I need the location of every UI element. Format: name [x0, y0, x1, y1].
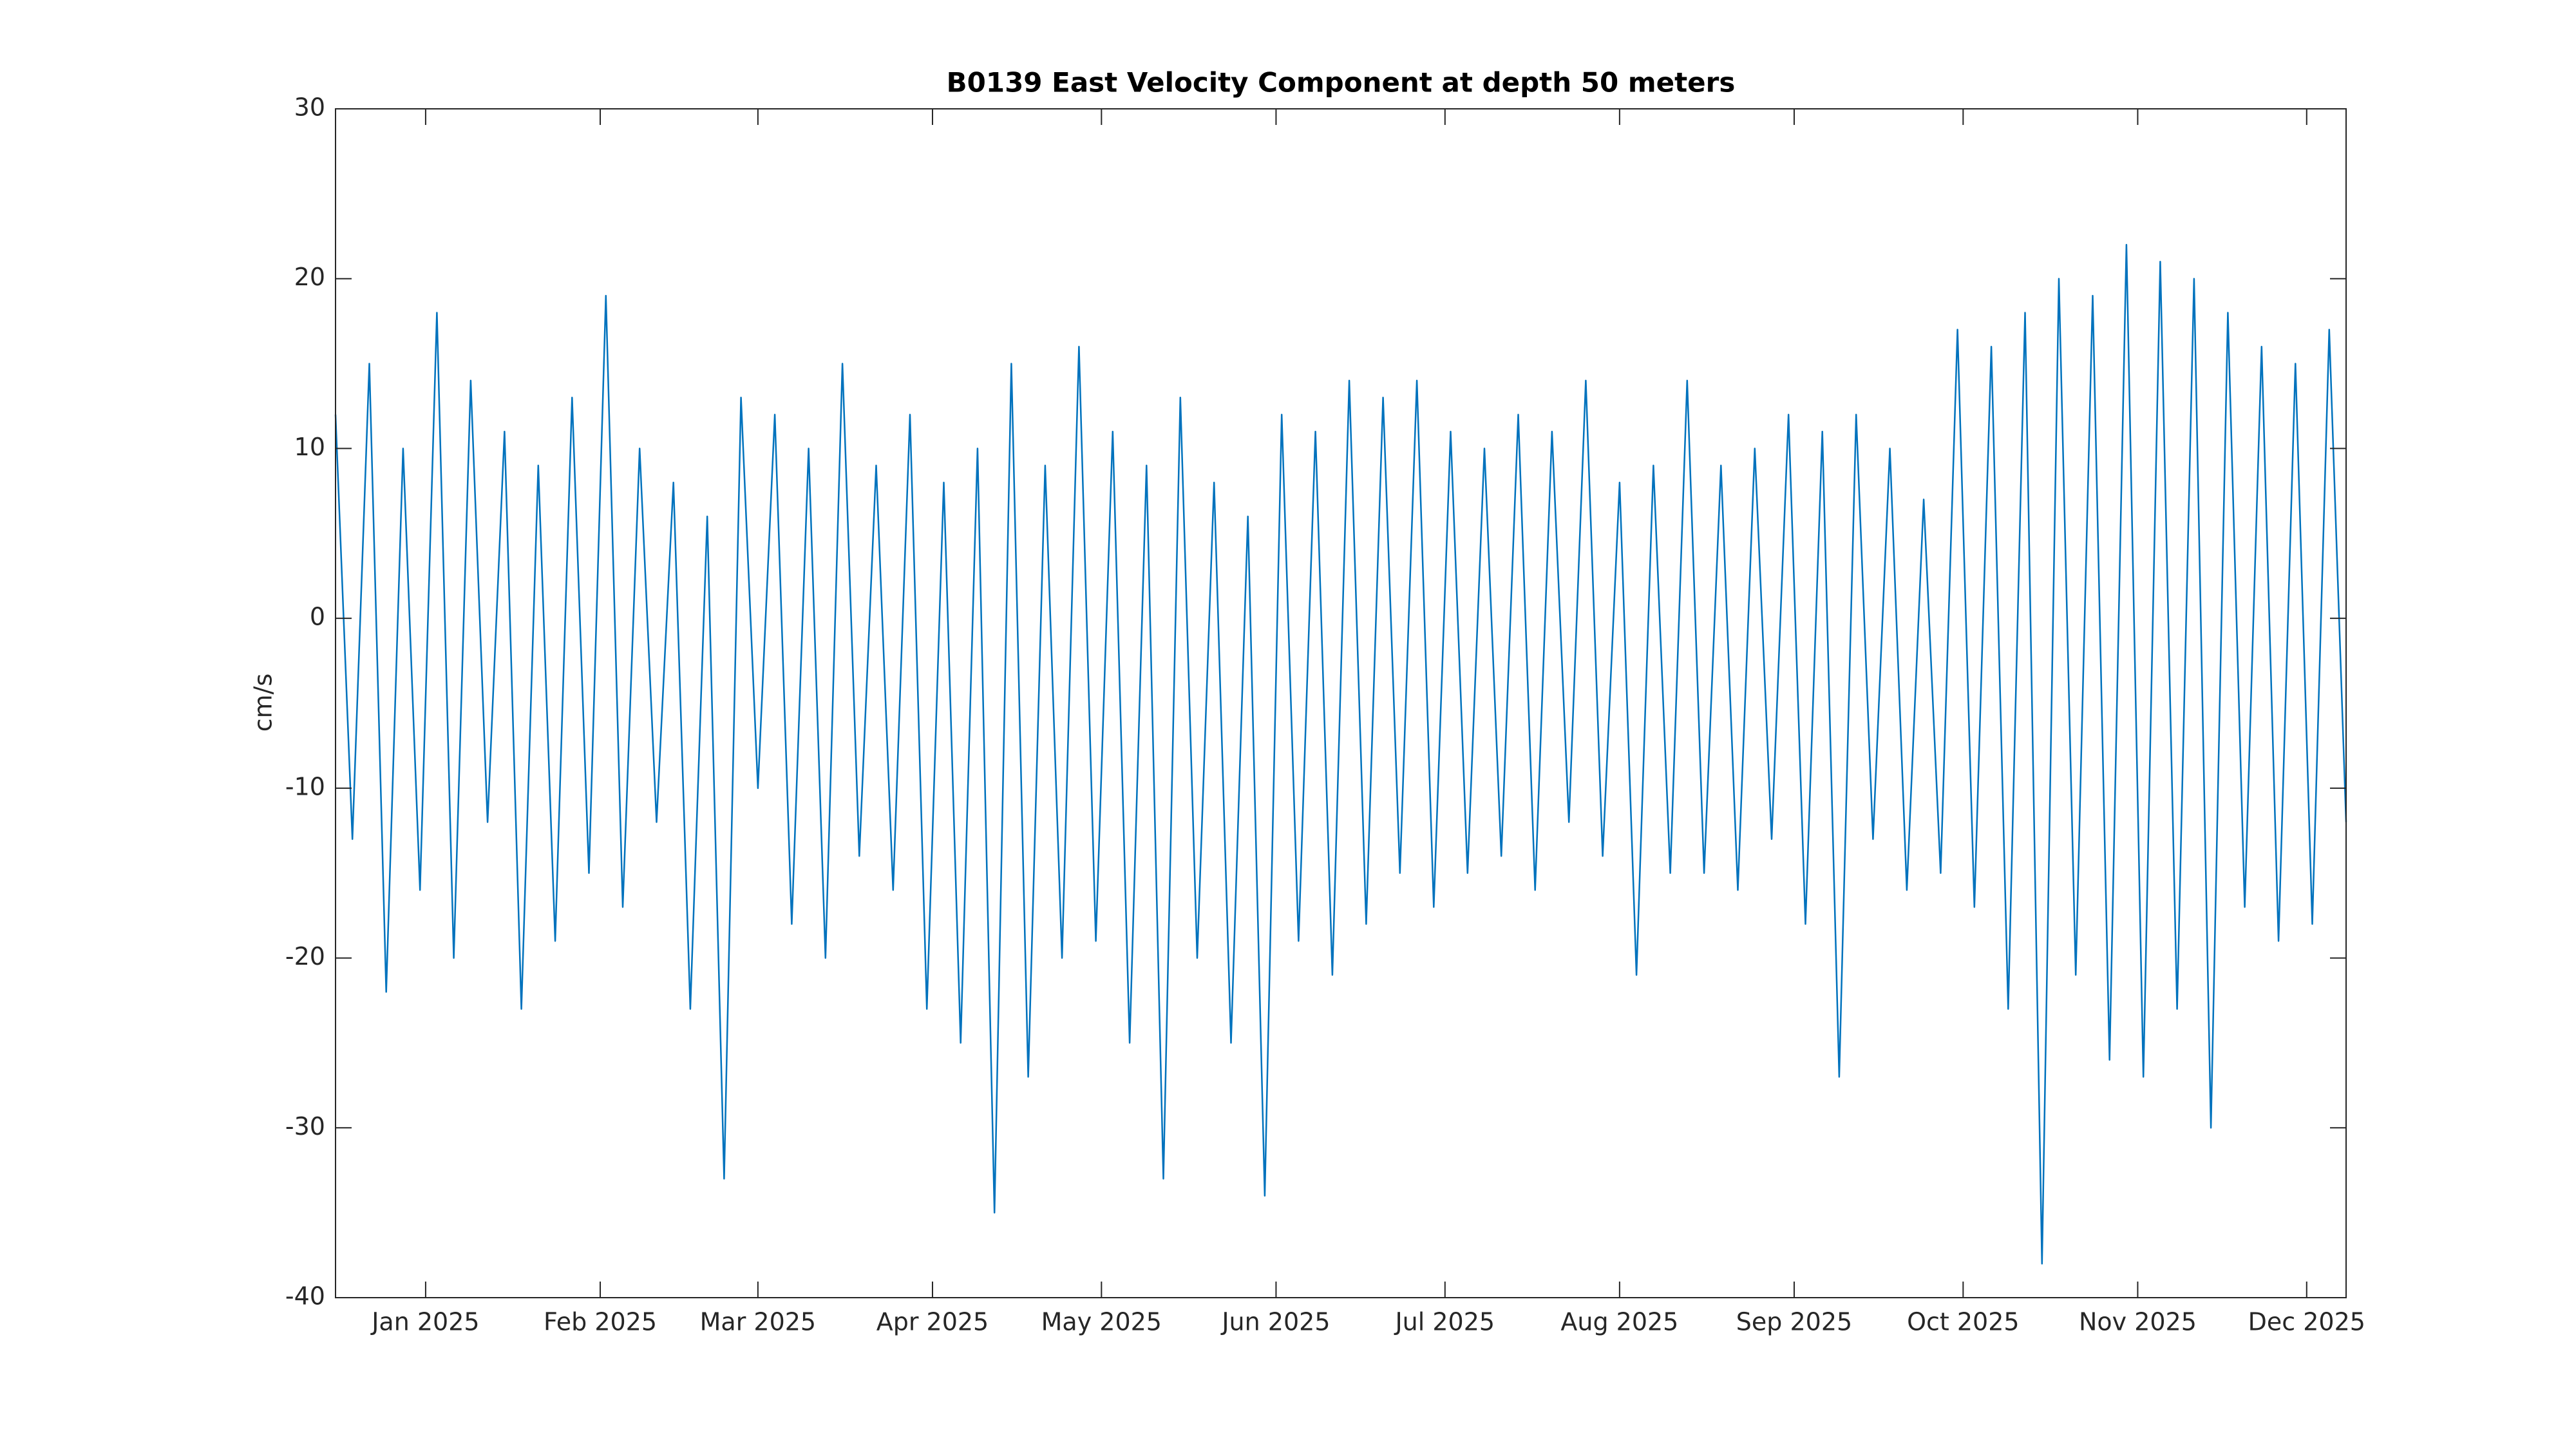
y-tick-label: -40	[285, 1282, 325, 1311]
y-tick-label: -10	[285, 772, 325, 800]
x-tick-label: Apr 2025	[876, 1308, 989, 1336]
x-tick-label: Feb 2025	[544, 1308, 657, 1336]
data-line	[334, 243, 2347, 1265]
y-tick-label: -30	[285, 1112, 325, 1141]
x-tick-label: Sep 2025	[1736, 1308, 1852, 1336]
x-tick-label: Aug 2025	[1560, 1308, 1678, 1336]
y-tick-label: 0	[310, 603, 325, 631]
x-tick-label: Jun 2025	[1220, 1308, 1330, 1336]
y-tick-label: 30	[294, 93, 325, 122]
y-tick-label: 20	[294, 263, 325, 291]
x-tick-label: Jan 2025	[370, 1308, 479, 1336]
y-tick-label: 10	[294, 433, 325, 461]
chart-title: B0139 East Velocity Component at depth 5…	[947, 67, 1736, 99]
x-tick-label: Mar 2025	[700, 1308, 816, 1336]
y-tick-label: -20	[285, 942, 325, 971]
x-tick-label: May 2025	[1041, 1308, 1162, 1336]
x-tick-label: Nov 2025	[2079, 1308, 2197, 1336]
x-tick-label: Dec 2025	[2248, 1308, 2365, 1336]
y-axis-label: cm/s	[249, 674, 278, 732]
plot-frame	[335, 108, 2347, 1298]
x-tick-label: Oct 2025	[1907, 1308, 2020, 1336]
x-tick-label: Jul 2025	[1394, 1308, 1495, 1336]
